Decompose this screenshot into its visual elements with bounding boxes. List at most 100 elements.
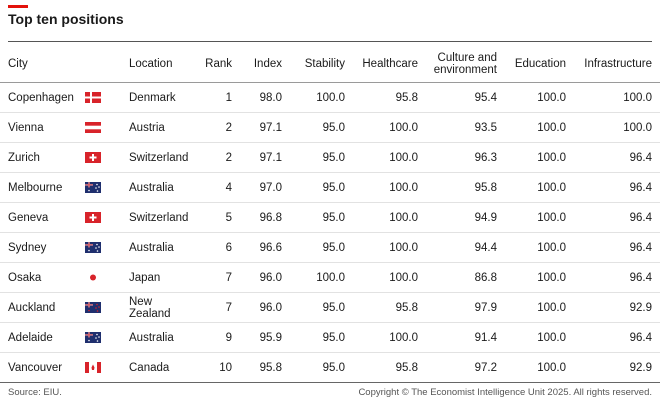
city: Auckland — [8, 301, 56, 314]
column-header: Infrastructure — [584, 57, 652, 70]
cell-value: 96.0 — [259, 301, 282, 314]
cell-value: 100.0 — [537, 91, 566, 104]
cell-value: 92.9 — [629, 301, 652, 314]
cell-value: 9 — [225, 331, 232, 344]
cell-value: 100.0 — [537, 151, 566, 164]
column-header: Index — [253, 57, 282, 70]
cell-value: 95.0 — [322, 301, 345, 314]
city: Vienna — [8, 121, 44, 134]
cell-value: 96.6 — [259, 241, 282, 254]
flag — [85, 212, 101, 223]
location: Australia — [129, 241, 174, 254]
cell-value: 96.4 — [629, 271, 652, 284]
flag-cell — [78, 182, 108, 193]
flag-cell — [78, 332, 108, 343]
column-header: Healthcare — [362, 57, 418, 70]
cell-value: 95.0 — [322, 331, 345, 344]
cell-value: 10 — [219, 361, 232, 374]
city: Sydney — [8, 241, 47, 254]
cell-value: 95.0 — [322, 181, 345, 194]
cell-value: 95.0 — [322, 151, 345, 164]
flag — [85, 152, 101, 163]
column-header: Location — [129, 57, 173, 70]
cell-value: 95.0 — [322, 361, 345, 374]
cell-value: 97.9 — [474, 301, 497, 314]
flag — [85, 242, 101, 253]
table-row: Vancouver Canada 10 95.8 95.0 95.8 97.2 100.0 92… — [0, 353, 660, 383]
location: Australia — [129, 181, 174, 194]
cell-value: 4 — [225, 181, 232, 194]
cell-value: 95.8 — [395, 361, 418, 374]
cell-value: 7 — [225, 301, 232, 314]
cell-value: 95.9 — [259, 331, 282, 344]
table: City Location Rank Index Stability Healthcare… — [0, 45, 660, 383]
cell-value: 96.0 — [259, 271, 282, 284]
cell-value: 95.0 — [322, 121, 345, 134]
cell-value: 96.4 — [629, 241, 652, 254]
cell-value: 100.0 — [316, 91, 345, 104]
flag-cell — [78, 212, 108, 223]
cell-value: 96.4 — [629, 331, 652, 344]
cell-value: 100.0 — [537, 241, 566, 254]
flag — [85, 182, 101, 193]
cell-value: 1 — [225, 91, 232, 104]
location: Austria — [129, 121, 165, 134]
source: Source: EIU. — [8, 387, 62, 398]
city: Melbourne — [8, 181, 63, 194]
cell-value: 97.0 — [259, 181, 282, 194]
cell-value: 97.1 — [259, 121, 282, 134]
cell-value: 97.1 — [259, 151, 282, 164]
rule — [8, 41, 652, 42]
cell-value: 100.0 — [389, 181, 418, 194]
location: Denmark — [129, 91, 176, 104]
flag — [85, 272, 101, 283]
location: Australia — [129, 331, 174, 344]
city: Copenhagen — [8, 91, 74, 104]
cell-value: 100.0 — [389, 271, 418, 284]
cell-value: 96.4 — [629, 211, 652, 224]
table-row: Adelaide Australia 9 95.9 95.0 100.0 91.4 100.0… — [0, 323, 660, 353]
location: Japan — [129, 271, 161, 284]
cell-value: 100.0 — [623, 121, 652, 134]
flag-cell — [78, 302, 108, 313]
location: Switzerland — [129, 211, 189, 224]
cell-value: 95.4 — [474, 91, 497, 104]
flag — [85, 332, 101, 343]
cell-value: 6 — [225, 241, 232, 254]
location: Canada — [129, 361, 170, 374]
cell-value: 95.8 — [474, 181, 497, 194]
header-row: City Location Rank Index Stability Healthcare… — [0, 45, 660, 83]
cell-value: 97.2 — [474, 361, 497, 374]
table-row: Copenhagen Denmark 1 98.0 100.0 95.8 95.4 100.0… — [0, 83, 660, 113]
cell-value: 100.0 — [389, 241, 418, 254]
cell-value: 100.0 — [537, 361, 566, 374]
table-row: Sydney Australia 6 96.6 95.0 100.0 94.4 100.0 96… — [0, 233, 660, 263]
table-row: Geneva Switzerland 5 96.8 95.0 100.0 94.9 100.0… — [0, 203, 660, 233]
cell-value: 100.0 — [623, 91, 652, 104]
cell-value: 5 — [225, 211, 232, 224]
flag-cell — [78, 152, 108, 163]
city: Adelaide — [8, 331, 53, 344]
title: Top ten positions — [8, 11, 124, 27]
city: Vancouver — [8, 361, 63, 374]
cell-value: 100.0 — [537, 121, 566, 134]
cell-value: 100.0 — [389, 121, 418, 134]
cell-value: 94.4 — [474, 241, 497, 254]
cell-value: 95.0 — [322, 241, 345, 254]
column-header: City — [8, 57, 28, 70]
flag — [85, 302, 101, 313]
column-header: Stability — [304, 57, 345, 70]
city: Zurich — [8, 151, 40, 164]
cell-value: 86.8 — [474, 271, 497, 284]
location: New Zealand — [129, 295, 171, 320]
accent-bar — [8, 5, 28, 8]
city: Osaka — [8, 271, 42, 284]
cell-value: 100.0 — [537, 301, 566, 314]
flag-cell — [78, 92, 108, 103]
cell-value: 94.9 — [474, 211, 497, 224]
cell-value: 7 — [225, 271, 232, 284]
cell-value: 100.0 — [537, 331, 566, 344]
table-row: Vienna Austria 2 97.1 95.0 100.0 93.5 100.0 100.… — [0, 113, 660, 143]
cell-value: 95.8 — [259, 361, 282, 374]
